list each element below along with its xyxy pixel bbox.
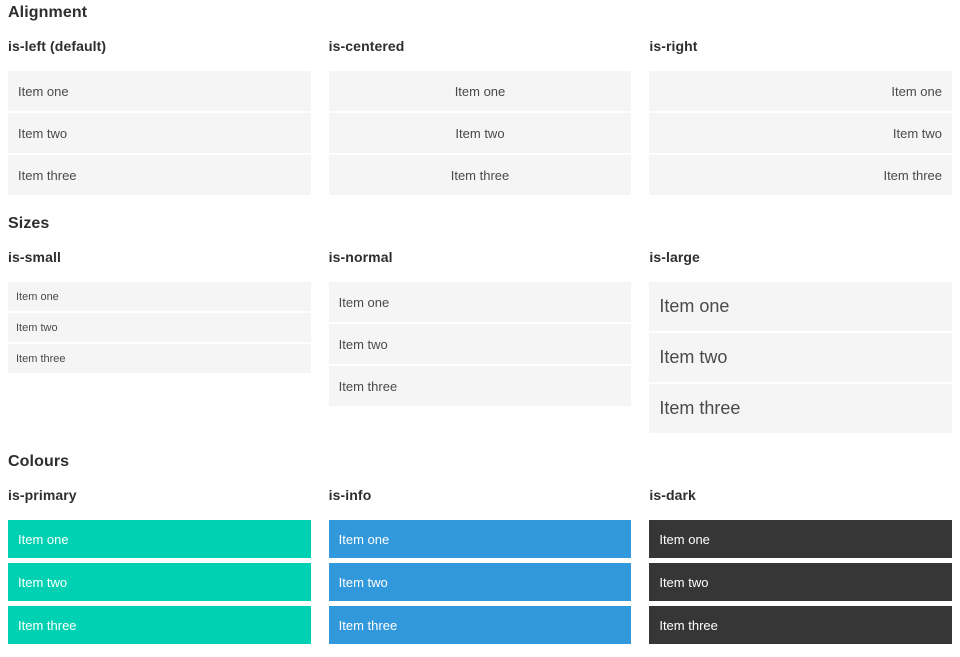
- column-label: is-primary: [8, 487, 77, 503]
- list-small: Item one Item two Item three: [8, 282, 311, 373]
- list-item[interactable]: Item three: [8, 344, 311, 373]
- list-item[interactable]: Item three: [649, 384, 952, 433]
- list-normal: Item one Item two Item three: [328, 282, 632, 406]
- column-is-normal: is-normal Item one Item two Item three: [328, 249, 632, 406]
- list-item[interactable]: Item one: [8, 520, 311, 558]
- list-dark: Item one Item two Item three: [649, 520, 952, 644]
- list-primary: Item one Item two Item three: [8, 520, 311, 644]
- section-alignment: Alignment is-left (default) Item one Ite…: [8, 5, 952, 195]
- section-colours: Colours is-primary Item one Item two Ite…: [8, 454, 952, 649]
- list-item[interactable]: Item one: [649, 520, 952, 558]
- column-is-left: is-left (default) Item one Item two Item…: [8, 39, 311, 195]
- list-item[interactable]: Item three: [8, 155, 311, 195]
- colours-grid: is-primary Item one Item two Item three …: [8, 488, 952, 649]
- list-item[interactable]: Item one: [328, 520, 632, 558]
- list-item[interactable]: Item three: [649, 155, 952, 195]
- section-title: Sizes: [8, 215, 50, 232]
- list-item[interactable]: Item two: [8, 563, 311, 601]
- column-label: is-small: [8, 249, 61, 265]
- alignment-grid: is-left (default) Item one Item two Item…: [8, 39, 952, 195]
- list-item[interactable]: Item three: [328, 606, 632, 644]
- column-is-info: is-info Item one Item two Item three: [328, 487, 632, 649]
- list-centered: Item one Item two Item three: [328, 71, 632, 195]
- column-label: is-normal: [328, 249, 393, 265]
- list-large: Item one Item two Item three: [649, 282, 952, 433]
- sizes-grid: is-small Item one Item two Item three is…: [8, 250, 952, 433]
- list-item[interactable]: Item one: [8, 71, 311, 111]
- section-title: Colours: [8, 453, 70, 470]
- column-label: is-info: [328, 487, 372, 503]
- column-is-small: is-small Item one Item two Item three: [8, 250, 311, 373]
- list-item[interactable]: Item three: [8, 606, 311, 644]
- list-right: Item one Item two Item three: [649, 71, 952, 195]
- list-item[interactable]: Item two: [328, 113, 632, 153]
- column-label: is-centered: [328, 38, 405, 54]
- list-item[interactable]: Item three: [328, 366, 632, 406]
- column-is-primary: is-primary Item one Item two Item three: [8, 488, 311, 649]
- list-item[interactable]: Item two: [649, 563, 952, 601]
- list-item[interactable]: Item three: [328, 155, 632, 195]
- list-item[interactable]: Item two: [649, 333, 952, 382]
- column-label: is-large: [649, 249, 700, 265]
- list-item[interactable]: Item one: [649, 71, 952, 111]
- column-is-right: is-right Item one Item two Item three: [649, 39, 952, 195]
- list-item[interactable]: Item one: [328, 71, 632, 111]
- section-title: Alignment: [8, 4, 88, 21]
- column-label: is-right: [649, 38, 698, 54]
- list-item[interactable]: Item two: [328, 324, 632, 364]
- list-left: Item one Item two Item three: [8, 71, 311, 195]
- list-item[interactable]: Item two: [8, 113, 311, 153]
- list-item[interactable]: Item one: [8, 282, 311, 311]
- list-item[interactable]: Item two: [649, 113, 952, 153]
- section-sizes: Sizes is-small Item one Item two Item th…: [8, 216, 952, 433]
- list-item[interactable]: Item one: [328, 282, 632, 322]
- column-label: is-dark: [649, 487, 696, 503]
- list-info: Item one Item two Item three: [328, 520, 632, 644]
- list-item[interactable]: Item one: [649, 282, 952, 331]
- column-is-dark: is-dark Item one Item two Item three: [649, 488, 952, 649]
- list-item[interactable]: Item two: [8, 313, 311, 342]
- column-is-centered: is-centered Item one Item two Item three: [328, 38, 632, 195]
- list-item[interactable]: Item two: [328, 563, 632, 601]
- column-label: is-left (default): [8, 38, 107, 54]
- list-item[interactable]: Item three: [649, 606, 952, 644]
- column-is-large: is-large Item one Item two Item three: [649, 250, 952, 433]
